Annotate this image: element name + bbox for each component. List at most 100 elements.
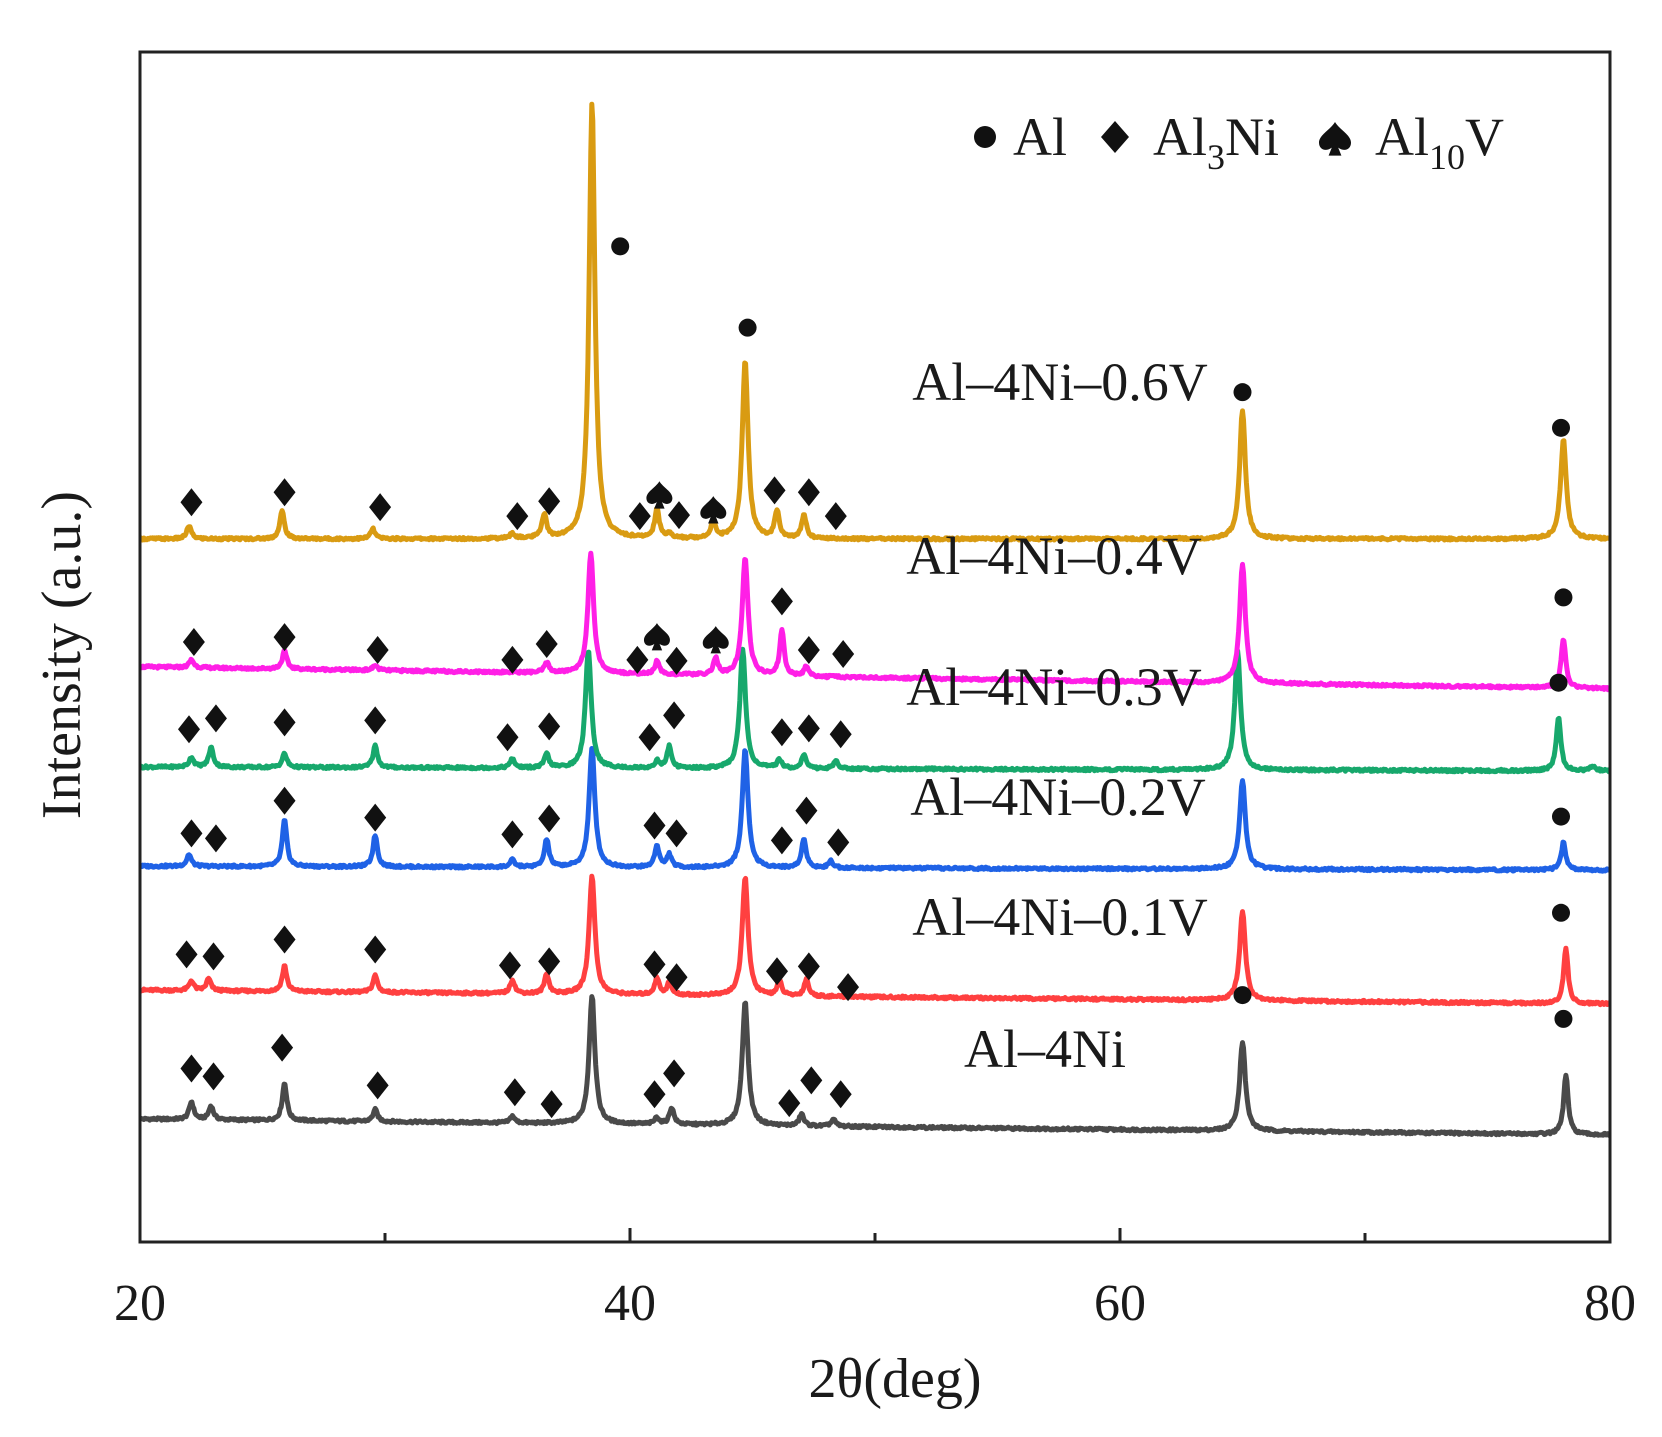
- al3ni-peak-marker: [538, 947, 561, 976]
- al3ni-peak-marker: [643, 1080, 666, 1109]
- al10v-peak-marker: [646, 481, 673, 509]
- al3ni-peak-marker: [827, 828, 850, 857]
- al3ni-peak-marker: [204, 824, 227, 853]
- al3ni-peak-marker: [829, 720, 852, 749]
- al3ni-peak-marker: [364, 935, 387, 964]
- al3ni-peak-marker: [180, 488, 203, 517]
- al10v-peak-marker: [643, 623, 670, 651]
- x-tick-label-80: 80: [1584, 1275, 1636, 1332]
- al3ni-peak-marker: [273, 478, 296, 507]
- series-label-al-4ni-0.4v: Al–4Ni–0.4V: [906, 526, 1202, 586]
- al3ni-peak-marker: [175, 940, 198, 969]
- series-label-al-4ni-0.2v: Al–4Ni–0.2V: [910, 767, 1206, 827]
- al3ni-peak-marker: [766, 957, 788, 986]
- al3ni-peak-marker: [182, 628, 205, 657]
- al3ni-peak-marker: [832, 639, 855, 668]
- al3ni-peak-marker: [540, 1090, 563, 1119]
- al-peak-marker: [1552, 418, 1570, 437]
- x-axis-title: 2θ(deg): [809, 1348, 982, 1410]
- y-axis-title: Intensity (a.u.): [31, 491, 93, 819]
- al3ni-peak-marker: [271, 1033, 294, 1062]
- series-line-al-4ni-0.2v: [140, 746, 1610, 874]
- series-label-al-4ni: Al–4Ni: [964, 1019, 1126, 1079]
- al3ni-peak-marker: [202, 942, 225, 971]
- al3ni-peak-marker: [638, 723, 661, 752]
- al-peak-marker: [738, 318, 757, 337]
- al3ni-peak-marker: [770, 826, 793, 855]
- series-label-layer: Al–4Ni Al–4Ni–0.1V Al–4Ni–0.2V Al–4Ni–0.…: [906, 352, 1208, 1079]
- al3ni-peak-marker: [501, 820, 524, 849]
- al3ni-peak-marker: [800, 1066, 823, 1095]
- al3ni-peak-marker: [366, 1071, 389, 1100]
- al3ni-peak-marker: [770, 718, 793, 747]
- al3ni-peak-marker: [663, 701, 686, 730]
- al-peak-marker: [1552, 807, 1570, 826]
- al3ni-peak-marker: [364, 803, 387, 832]
- x-tick-label-20: 20: [114, 1275, 166, 1332]
- al10v-peak-marker: [702, 626, 729, 654]
- series-layer: [140, 101, 1610, 1138]
- x-tick-labels: 20 40 60 80: [114, 1275, 1636, 1332]
- al3ni-peak-marker: [364, 706, 387, 735]
- series-line-al-4ni-0.1v: [140, 873, 1610, 1008]
- al3ni-peak-marker: [824, 502, 847, 531]
- al3ni-peak-marker: [778, 1089, 801, 1118]
- al3ni-peak-marker: [180, 819, 203, 848]
- legend-text-al3ni: Al3Ni: [1153, 107, 1279, 177]
- series-line-al-4ni-0.4v: [140, 550, 1610, 693]
- x-tick-label-60: 60: [1094, 1275, 1146, 1332]
- al3ni-peak-marker: [178, 715, 200, 744]
- al3ni-peak-marker: [498, 951, 521, 980]
- al3ni-peak-marker: [538, 487, 561, 516]
- al3ni-peak-marker: [204, 704, 227, 733]
- al3ni-peak-marker: [273, 925, 296, 954]
- al3ni-peak-marker: [665, 819, 688, 848]
- al3ni-peak-marker: [770, 587, 793, 616]
- legend: Al Al3Ni Al10V: [974, 107, 1504, 177]
- al3ni-peak-marker: [180, 1054, 203, 1083]
- al10v-peak-marker: [700, 496, 727, 524]
- al3ni-peak-marker: [501, 645, 524, 674]
- al3ni-peak-marker: [797, 952, 820, 981]
- phase-marker-layer: [175, 237, 1573, 1119]
- al3ni-peak-marker: [202, 1062, 225, 1091]
- legend-text-al: Al: [1013, 107, 1067, 167]
- legend-text-al10v: Al10V: [1375, 107, 1504, 177]
- al3ni-peak-marker: [366, 635, 389, 664]
- al-peak-marker: [1233, 383, 1252, 402]
- al3ni-peak-marker: [273, 708, 296, 737]
- legend-circle-marker: [974, 126, 996, 148]
- al3ni-peak-marker: [797, 714, 820, 743]
- al3ni-peak-marker: [643, 950, 666, 979]
- al-peak-marker: [1554, 1009, 1573, 1028]
- series-line-al-4ni-0.6v: [140, 101, 1610, 543]
- series-line-al-4ni-0.3v: [140, 646, 1610, 775]
- al3ni-peak-marker: [663, 1059, 686, 1088]
- al3ni-peak-marker: [797, 635, 820, 664]
- series-label-al-4ni-0.3v: Al–4Ni–0.3V: [906, 657, 1202, 717]
- legend-diamond-marker: [1101, 121, 1129, 153]
- al3ni-peak-marker: [643, 811, 666, 840]
- al3ni-peak-marker: [626, 645, 649, 674]
- x-tick-label-40: 40: [604, 1275, 656, 1332]
- al3ni-peak-marker: [496, 723, 519, 752]
- legend-spade-marker: [1319, 122, 1351, 156]
- al3ni-peak-marker: [837, 973, 860, 1002]
- al3ni-peak-marker: [273, 786, 296, 815]
- al3ni-peak-marker: [763, 476, 786, 505]
- al3ni-peak-marker: [795, 796, 818, 825]
- al3ni-peak-marker: [665, 646, 688, 675]
- al3ni-peak-marker: [829, 1080, 852, 1109]
- al3ni-peak-marker: [665, 963, 688, 992]
- al-peak-marker: [1552, 903, 1570, 922]
- al3ni-peak-marker: [797, 478, 820, 507]
- al-peak-marker: [611, 237, 630, 256]
- series-label-al-4ni-0.6v: Al–4Ni–0.6V: [912, 352, 1208, 412]
- al3ni-peak-marker: [506, 502, 529, 531]
- x-axis-ticks: [138, 1228, 1612, 1242]
- series-label-al-4ni-0.1v: Al–4Ni–0.1V: [912, 887, 1208, 947]
- al3ni-peak-marker: [273, 623, 296, 652]
- al3ni-peak-marker: [628, 502, 651, 531]
